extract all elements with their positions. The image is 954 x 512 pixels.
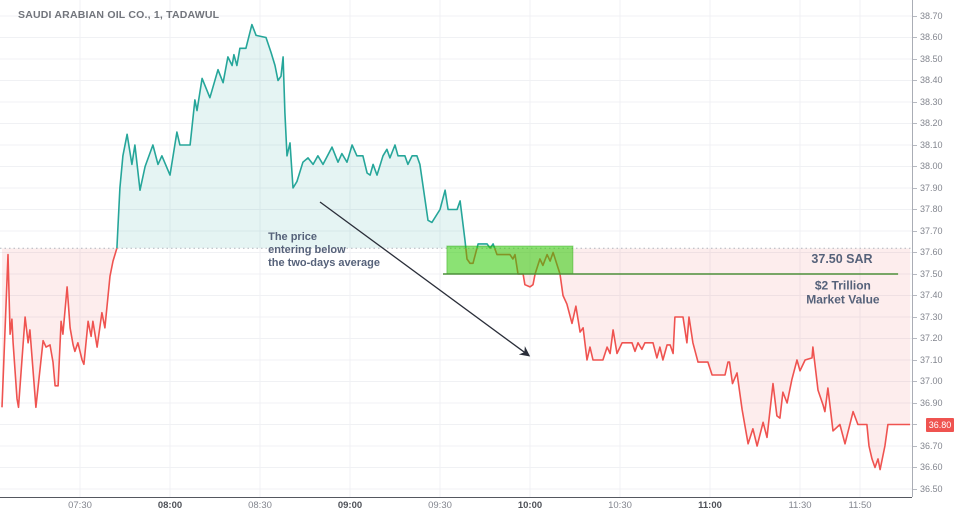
price-tick-label: 38.70 <box>920 11 943 21</box>
time-tick-label: 11:50 <box>848 500 872 511</box>
price-axis-tick <box>913 188 917 189</box>
price-tick-label: 38.30 <box>920 97 943 107</box>
price-tick-label: 37.00 <box>920 376 943 386</box>
price-axis-tick <box>913 37 917 38</box>
price-tick-label: 37.30 <box>920 312 943 322</box>
price-tick-label: 37.90 <box>920 183 943 193</box>
note-annotation[interactable]: The price entering below the two-days av… <box>268 231 380 269</box>
price-axis-separator <box>912 0 913 497</box>
trend-arrow[interactable] <box>319 201 531 357</box>
price-axis-tick <box>913 381 917 382</box>
note-line-1: The price <box>268 231 317 243</box>
price-axis-tick <box>913 209 917 210</box>
price-tick-label: 38.10 <box>920 140 943 150</box>
price-tick-label: 37.20 <box>920 333 943 343</box>
time-tick-label: 10:00 <box>517 500 543 511</box>
price-axis-tick <box>913 123 917 124</box>
price-axis-tick <box>913 80 917 81</box>
note-line-2: entering below <box>268 243 346 256</box>
highlight-zone-rect[interactable] <box>446 245 574 275</box>
time-axis-separator <box>0 497 912 498</box>
price-axis-tick <box>913 489 917 490</box>
price-axis-tick <box>913 467 917 468</box>
grid-layer <box>0 0 912 497</box>
price-axis-tick <box>913 317 917 318</box>
price-axis-tick <box>913 102 917 103</box>
price-axis-tick <box>913 252 917 253</box>
market-value-line-1: $2 Trillion <box>814 278 871 293</box>
time-tick-label: 08:30 <box>248 500 272 511</box>
time-tick-label: 09:30 <box>428 500 452 511</box>
symbol-title: SAUDI ARABIAN OIL CO., 1, TADAWUL <box>18 9 220 21</box>
price-axis-tick <box>913 424 917 425</box>
price-tick-label: 37.60 <box>920 247 943 257</box>
price-tick-label: 36.50 <box>920 484 943 494</box>
symbol-legend[interactable]: SAUDI ARABIAN OIL CO., 1, TADAWUL <box>18 9 219 21</box>
price-axis-tick <box>913 231 917 232</box>
market-value-line-2: Market Value <box>806 292 880 307</box>
price-axis-tick <box>913 59 917 60</box>
price-axis-tick <box>913 338 917 339</box>
market-value-label[interactable]: $2 Trillion Market Value <box>806 278 880 307</box>
price-tick-label: 36.90 <box>920 398 943 408</box>
last-price-badge[interactable]: 36.80 <box>926 418 954 432</box>
price-line-down <box>1 248 911 471</box>
time-tick-label: 07:30 <box>68 500 92 511</box>
price-level-label[interactable]: 37.50 SAR <box>811 251 873 266</box>
price-tick-label: 36.60 <box>920 462 943 472</box>
price-tick-label: 37.70 <box>920 226 943 236</box>
price-axis-tick <box>913 446 917 447</box>
price-tick-label: 37.40 <box>920 290 943 300</box>
note-line-3: the two-days average <box>268 256 380 269</box>
price-tick-label: 38.60 <box>920 32 943 42</box>
area-below-baseline <box>2 248 911 470</box>
price-tick-label: 37.50 <box>920 269 943 279</box>
price-tick-label: 37.10 <box>920 355 943 365</box>
time-tick-label: 10:30 <box>608 500 632 511</box>
time-tick-label: 11:30 <box>788 500 812 511</box>
time-tick-label: 08:00 <box>157 500 183 511</box>
time-tick-label: 11:00 <box>698 500 722 511</box>
time-tick-label: 09:00 <box>337 500 363 511</box>
price-tick-label: 36.70 <box>920 441 943 451</box>
price-axis-tick <box>913 145 917 146</box>
price-axis-tick <box>913 274 917 275</box>
price-tick-label: 38.20 <box>920 118 943 128</box>
price-axis-tick <box>913 166 917 167</box>
price-axis-tick <box>913 403 917 404</box>
price-line-up <box>116 23 496 249</box>
price-tick-label: 38.00 <box>920 161 943 171</box>
price-axis-tick <box>913 295 917 296</box>
price-tick-label: 38.50 <box>920 54 943 64</box>
price-axis-tick <box>913 16 917 17</box>
price-axis-tick <box>913 360 917 361</box>
price-tick-label: 37.80 <box>920 204 943 214</box>
area-above-baseline <box>116 24 495 249</box>
price-tick-label: 38.40 <box>920 75 943 85</box>
